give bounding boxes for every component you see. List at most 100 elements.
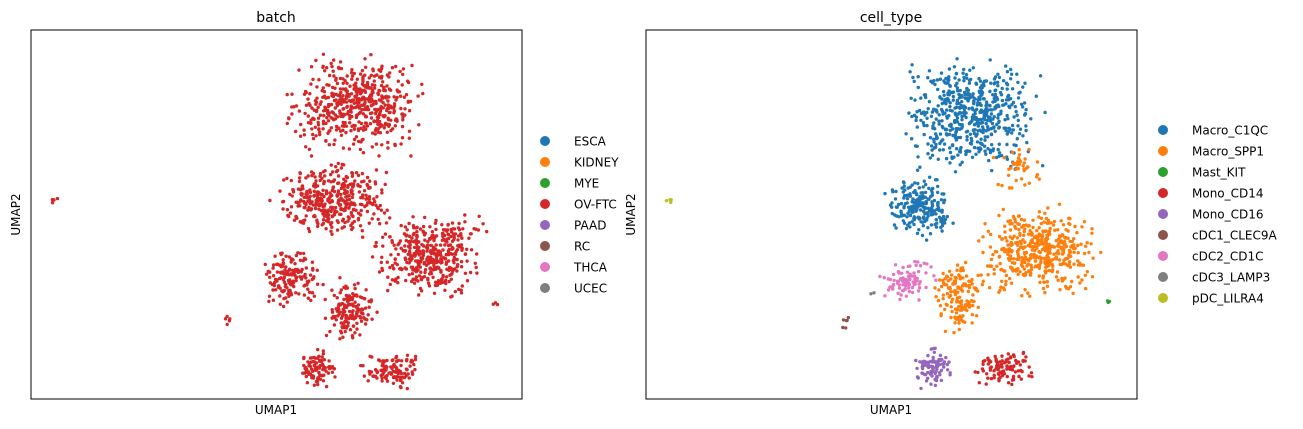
data-point: [437, 249, 441, 253]
data-point: [315, 108, 319, 113]
data-point: [1041, 286, 1046, 291]
data-point: [434, 252, 439, 257]
data-point: [1064, 236, 1068, 240]
data-point: [288, 192, 292, 196]
data-point: [1034, 234, 1039, 238]
data-point: [1034, 94, 1039, 98]
data-point: [475, 271, 479, 275]
data-point: [271, 288, 275, 292]
data-point: [993, 249, 998, 254]
data-point: [931, 209, 936, 213]
data-point: [945, 108, 949, 112]
data-point: [312, 355, 316, 360]
data-point: [465, 279, 470, 283]
data-point: [362, 189, 367, 193]
data-point: [1009, 72, 1014, 76]
data-point: [353, 203, 357, 207]
data-point: [321, 221, 326, 226]
data-point: [1071, 243, 1075, 248]
data-point: [844, 318, 849, 323]
data-point: [1011, 353, 1016, 357]
data-point: [329, 193, 333, 197]
data-point: [918, 264, 923, 268]
data-point: [984, 382, 988, 386]
data-point: [953, 275, 957, 280]
data-point: [955, 263, 960, 267]
data-point: [1020, 259, 1024, 263]
data-point: [317, 127, 321, 131]
data-point: [902, 206, 906, 210]
data-point: [955, 300, 959, 304]
data-point: [350, 310, 355, 314]
data-point: [1001, 79, 1006, 83]
data-point: [314, 184, 318, 189]
data-point: [970, 321, 974, 325]
data-point: [918, 194, 922, 199]
data-point: [408, 243, 412, 247]
data-point: [669, 200, 673, 205]
data-point: [953, 76, 957, 80]
data-point: [407, 129, 412, 133]
data-point: [954, 83, 958, 88]
data-point: [468, 270, 473, 275]
data-point: [429, 251, 434, 256]
data-point: [940, 119, 944, 123]
data-point: [407, 272, 411, 277]
data-point: [957, 78, 961, 82]
data-point: [910, 274, 914, 278]
data-point: [387, 95, 391, 99]
data-point: [1030, 238, 1035, 242]
data-point: [311, 136, 316, 141]
data-point: [367, 221, 371, 225]
data-point: [393, 124, 397, 128]
data-point: [1029, 117, 1033, 121]
data-point: [329, 102, 334, 107]
data-point: [298, 258, 303, 262]
data-point: [1008, 105, 1012, 110]
data-point: [914, 118, 918, 123]
data-point: [357, 87, 361, 92]
legend-marker: [540, 262, 550, 272]
data-point: [399, 106, 403, 111]
data-point: [1032, 252, 1036, 257]
data-point: [930, 369, 935, 374]
data-point: [915, 366, 919, 371]
data-point: [414, 269, 418, 274]
data-point: [399, 359, 404, 363]
data-point: [901, 190, 905, 194]
data-point: [960, 160, 964, 164]
data-point: [997, 151, 1002, 155]
data-point: [356, 281, 360, 285]
data-point: [912, 222, 916, 227]
data-point: [430, 230, 435, 234]
data-point: [335, 228, 340, 232]
data-point: [1061, 251, 1066, 255]
data-point: [981, 235, 985, 239]
data-point: [395, 88, 399, 92]
data-point: [326, 119, 331, 123]
data-point: [844, 326, 848, 330]
data-point: [1021, 134, 1025, 138]
data-point: [321, 349, 325, 353]
data-point: [892, 278, 896, 283]
data-point: [930, 110, 935, 114]
legend-marker: [1158, 293, 1168, 303]
data-point: [898, 297, 902, 302]
data-point: [1003, 230, 1007, 234]
data-point: [405, 228, 409, 232]
data-point: [906, 193, 910, 197]
data-point: [915, 200, 919, 205]
data-point: [904, 132, 908, 136]
data-point: [369, 116, 374, 120]
data-point: [962, 110, 967, 114]
data-point: [323, 316, 328, 320]
data-point: [268, 275, 272, 279]
data-point: [1019, 377, 1023, 381]
data-point: [955, 102, 959, 106]
data-point: [314, 361, 319, 365]
data-point: [389, 253, 393, 257]
data-point: [1010, 236, 1015, 241]
data-point: [1013, 224, 1017, 229]
data-point: [968, 132, 973, 136]
data-point: [988, 245, 993, 249]
